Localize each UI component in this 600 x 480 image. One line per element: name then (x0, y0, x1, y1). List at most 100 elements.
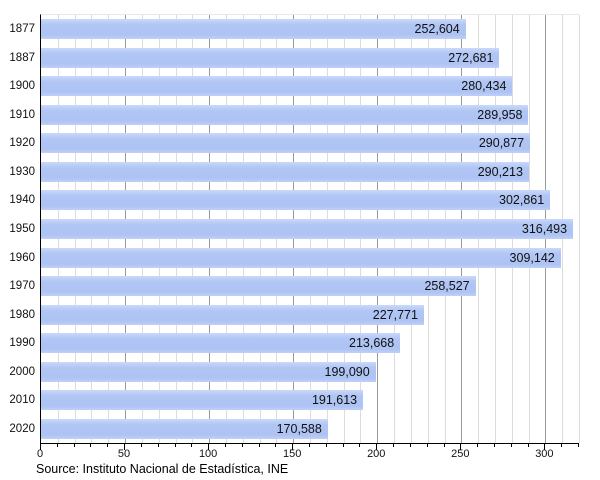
bar-row: 1877 252,604 (9, 15, 579, 44)
minor-axis-tick (325, 443, 327, 447)
bar: 289,958 (41, 104, 529, 125)
bar-value-label: 252,604 (414, 22, 460, 37)
major-axis-tick (40, 443, 41, 450)
minor-axis-tick (275, 443, 277, 447)
bar-row: 2020 170,588 (9, 414, 579, 443)
bar-value-label: 290,213 (477, 164, 523, 179)
minor-axis-tick (191, 443, 193, 447)
category-label: 1970 (9, 280, 35, 293)
category-label: 2020 (9, 422, 35, 435)
bar-value-label: 280,434 (461, 79, 507, 94)
bar-value-label: 316,493 (521, 221, 568, 236)
category-label: 1960 (9, 251, 35, 264)
bar: 213,668 (41, 333, 401, 354)
minor-axis-tick (73, 443, 75, 447)
bar-value-label: 289,958 (477, 107, 523, 122)
bar: 252,604 (41, 19, 466, 40)
bar: 309,142 (41, 247, 561, 268)
x-axis-tick-labels: 0 50 100 150 200 250 300 (37, 448, 580, 462)
minor-axis-tick (578, 443, 579, 447)
minor-axis-tick (224, 443, 226, 447)
axis-tick-label: 250 (451, 448, 470, 460)
bar-value-label: 199,090 (324, 364, 370, 379)
bar-row: 1970 258,527 (9, 272, 579, 301)
bar: 280,434 (41, 76, 513, 97)
bar-value-label: 309,142 (509, 250, 555, 265)
bar: 199,090 (41, 361, 376, 382)
bar-rows: 1877 252,604 1887 272,681 1900 280,434 1910 289… (9, 15, 579, 443)
axis-tick-label: 100 (198, 448, 218, 460)
bar-row: 1930 290,213 (9, 158, 579, 187)
minor-axis-tick (157, 443, 159, 447)
category-label: 1887 (9, 51, 35, 64)
bar-value-label: 302,861 (499, 193, 545, 208)
category-label: 1900 (9, 80, 35, 93)
bar-row: 1960 309,142 (9, 243, 579, 272)
bar-row: 1950 316,493 (9, 215, 579, 244)
category-label: 1920 (9, 137, 35, 150)
bar-row: 1990 213,668 (9, 329, 579, 358)
bar-value-label: 191,613 (311, 393, 358, 408)
bar: 272,681 (41, 47, 500, 68)
bar-row: 1980 227,771 (9, 300, 579, 329)
minor-axis-tick (241, 443, 243, 447)
minor-axis-tick (426, 443, 428, 447)
bar-value-label: 213,668 (349, 336, 395, 351)
bar: 258,527 (41, 276, 476, 297)
bar-row: 1920 290,877 (9, 129, 579, 158)
axis-tick-label: 200 (367, 448, 386, 460)
category-label: 1980 (9, 308, 35, 321)
bar-row: 2000 199,090 (9, 357, 579, 386)
minor-axis-tick (359, 443, 361, 447)
category-label: 1930 (9, 165, 35, 178)
category-label: 1940 (9, 194, 35, 207)
x-axis-ticks (40, 443, 580, 451)
major-axis-tick (208, 443, 210, 450)
minor-axis-tick (443, 443, 445, 447)
minor-axis-tick (409, 443, 411, 447)
bar-value-label: 272,681 (448, 50, 494, 65)
minor-axis-tick (309, 443, 310, 447)
minor-axis-tick (510, 443, 512, 447)
plot-area: 1877 252,604 1887 272,681 1900 280,434 1910 289… (9, 14, 580, 444)
bar: 302,861 (41, 190, 551, 211)
bar-row: 1940 302,861 (9, 186, 579, 215)
minor-axis-tick (561, 443, 563, 447)
category-label: 1910 (9, 108, 35, 121)
bar-value-label: 227,771 (372, 307, 418, 322)
minor-axis-tick (174, 443, 176, 447)
minor-axis-tick (56, 443, 58, 447)
minor-axis-tick (393, 443, 395, 447)
axis-tick-label: 150 (283, 448, 302, 460)
major-axis-tick (376, 443, 378, 450)
category-label: 2000 (9, 365, 35, 378)
major-axis-tick (460, 443, 462, 450)
bar-value-label: 290,877 (478, 136, 525, 151)
category-label: 1950 (9, 222, 35, 235)
bar: 227,771 (41, 304, 424, 325)
bar: 290,877 (41, 133, 531, 154)
bar: 191,613 (41, 390, 364, 411)
bar: 316,493 (41, 218, 574, 239)
minor-gridline (579, 15, 580, 443)
category-label: 1990 (9, 337, 35, 350)
minor-axis-tick (493, 443, 495, 447)
minor-axis-tick (107, 443, 109, 447)
axis-tick-label: 300 (535, 448, 554, 460)
source-caption: Source: Instituto Nacional de Estadístic… (36, 462, 289, 476)
minor-axis-tick (527, 443, 529, 447)
bar-value-label: 170,588 (276, 421, 322, 436)
major-axis-tick (544, 443, 546, 450)
axis-tick-label: 0 (36, 448, 44, 460)
bar-row: 1910 289,958 (9, 101, 579, 130)
major-axis-tick (124, 443, 126, 450)
minor-axis-tick (140, 443, 142, 447)
axis-tick-label: 50 (117, 448, 131, 460)
major-axis-tick (292, 443, 294, 450)
minor-axis-tick (342, 443, 344, 447)
bar-value-label: 258,527 (424, 279, 470, 294)
category-label: 1877 (9, 23, 35, 36)
minor-axis-tick (258, 443, 260, 447)
category-label: 2010 (9, 394, 35, 407)
